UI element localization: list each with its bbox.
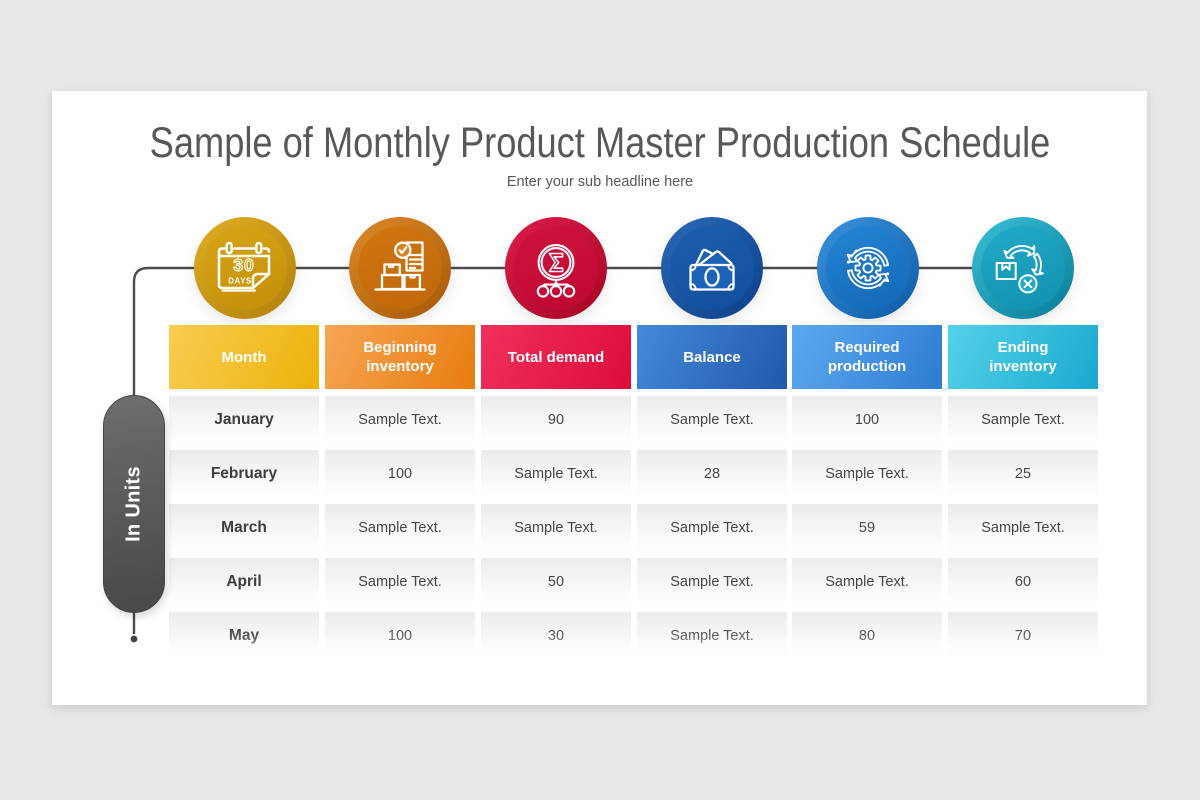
svg-text:30: 30: [233, 255, 254, 275]
svg-text:DAYS: DAYS: [228, 277, 252, 286]
